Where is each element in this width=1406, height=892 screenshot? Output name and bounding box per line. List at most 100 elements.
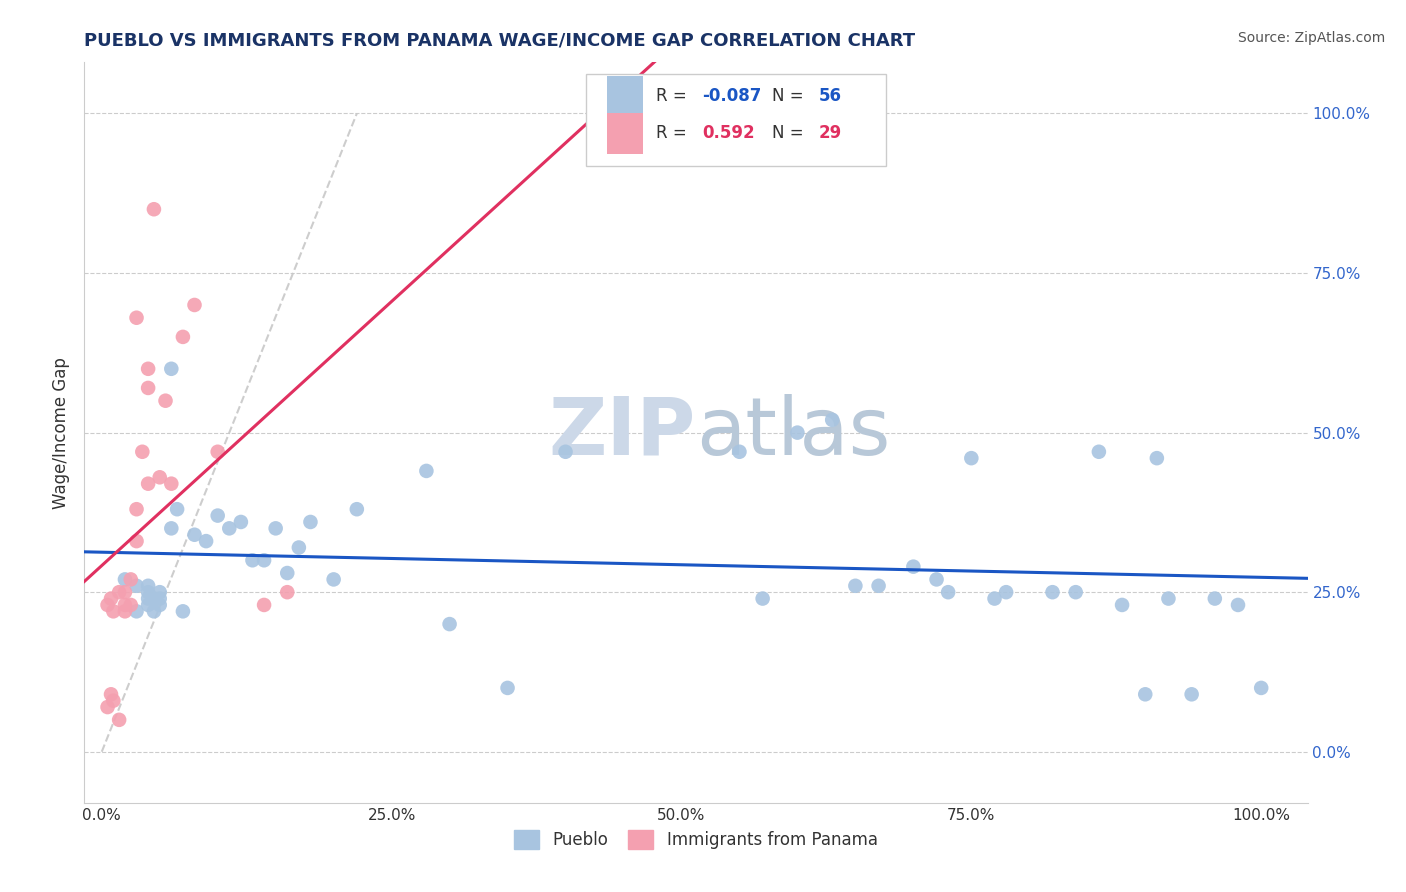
Point: [346, 502, 368, 516]
Point: [103, 604, 125, 618]
Point: [155, 393, 177, 408]
Point: [136, 579, 159, 593]
Point: [903, 559, 925, 574]
Point: [149, 585, 172, 599]
Point: [136, 585, 159, 599]
Point: [136, 591, 159, 606]
Text: R =: R =: [655, 124, 697, 142]
Point: [218, 521, 240, 535]
Point: [100, 591, 122, 606]
Point: [288, 541, 311, 555]
Point: [114, 585, 136, 599]
Point: [936, 585, 959, 599]
Point: [114, 573, 136, 587]
Bar: [606, 112, 644, 153]
Point: [96, 598, 118, 612]
Point: [125, 502, 148, 516]
Point: [125, 579, 148, 593]
Point: [108, 713, 131, 727]
Point: [125, 310, 148, 325]
Point: [172, 330, 194, 344]
Point: [114, 598, 136, 612]
Point: [149, 598, 172, 612]
Text: atlas: atlas: [696, 393, 890, 472]
Text: N =: N =: [772, 87, 808, 105]
Point: [1042, 585, 1064, 599]
Point: [995, 585, 1018, 599]
Point: [125, 604, 148, 618]
Point: [786, 425, 808, 440]
Point: [160, 361, 183, 376]
Text: Source: ZipAtlas.com: Source: ZipAtlas.com: [1237, 31, 1385, 45]
Point: [195, 534, 218, 549]
Point: [120, 573, 142, 587]
Y-axis label: Wage/Income Gap: Wage/Income Gap: [52, 357, 70, 508]
FancyBboxPatch shape: [586, 73, 886, 166]
Point: [108, 585, 131, 599]
Point: [131, 444, 153, 458]
Point: [136, 598, 159, 612]
Point: [149, 470, 172, 484]
Point: [142, 202, 165, 217]
Point: [1088, 444, 1111, 458]
Point: [253, 598, 276, 612]
Point: [142, 591, 165, 606]
Point: [1135, 687, 1157, 701]
Point: [142, 604, 165, 618]
Text: R =: R =: [655, 87, 692, 105]
Point: [1157, 591, 1180, 606]
Point: [136, 381, 159, 395]
Point: [160, 521, 183, 535]
Point: [751, 591, 773, 606]
Point: [242, 553, 264, 567]
Point: [172, 604, 194, 618]
Text: -0.087: -0.087: [702, 87, 762, 105]
Text: N =: N =: [772, 124, 808, 142]
Text: ZIP: ZIP: [548, 393, 696, 472]
Point: [439, 617, 461, 632]
Point: [299, 515, 322, 529]
Point: [229, 515, 252, 529]
Point: [960, 451, 983, 466]
Point: [1204, 591, 1226, 606]
Point: [1064, 585, 1087, 599]
Point: [925, 573, 948, 587]
Point: [868, 579, 890, 593]
Point: [844, 579, 866, 593]
Point: [100, 687, 122, 701]
Point: [983, 591, 1005, 606]
Point: [1250, 681, 1272, 695]
Point: [207, 444, 229, 458]
Point: [183, 527, 205, 541]
Point: [136, 476, 159, 491]
Point: [149, 591, 172, 606]
Point: [1146, 451, 1168, 466]
Point: [276, 585, 298, 599]
Point: [183, 298, 205, 312]
Bar: [606, 76, 644, 117]
Point: [1181, 687, 1204, 701]
Point: [264, 521, 287, 535]
Point: [160, 476, 183, 491]
Point: [1227, 598, 1250, 612]
Legend: Pueblo, Immigrants from Panama: Pueblo, Immigrants from Panama: [506, 822, 886, 857]
Point: [322, 573, 344, 587]
Point: [415, 464, 437, 478]
Point: [96, 700, 118, 714]
Point: [554, 444, 576, 458]
Point: [125, 534, 148, 549]
Point: [1111, 598, 1133, 612]
Point: [120, 598, 142, 612]
Text: 29: 29: [818, 124, 842, 142]
Point: [253, 553, 276, 567]
Point: [207, 508, 229, 523]
Point: [136, 361, 159, 376]
Point: [103, 694, 125, 708]
Point: [496, 681, 519, 695]
Point: [276, 566, 298, 580]
Point: [728, 444, 751, 458]
Text: PUEBLO VS IMMIGRANTS FROM PANAMA WAGE/INCOME GAP CORRELATION CHART: PUEBLO VS IMMIGRANTS FROM PANAMA WAGE/IN…: [84, 32, 915, 50]
Text: 0.592: 0.592: [702, 124, 755, 142]
Text: 56: 56: [818, 87, 841, 105]
Point: [114, 604, 136, 618]
